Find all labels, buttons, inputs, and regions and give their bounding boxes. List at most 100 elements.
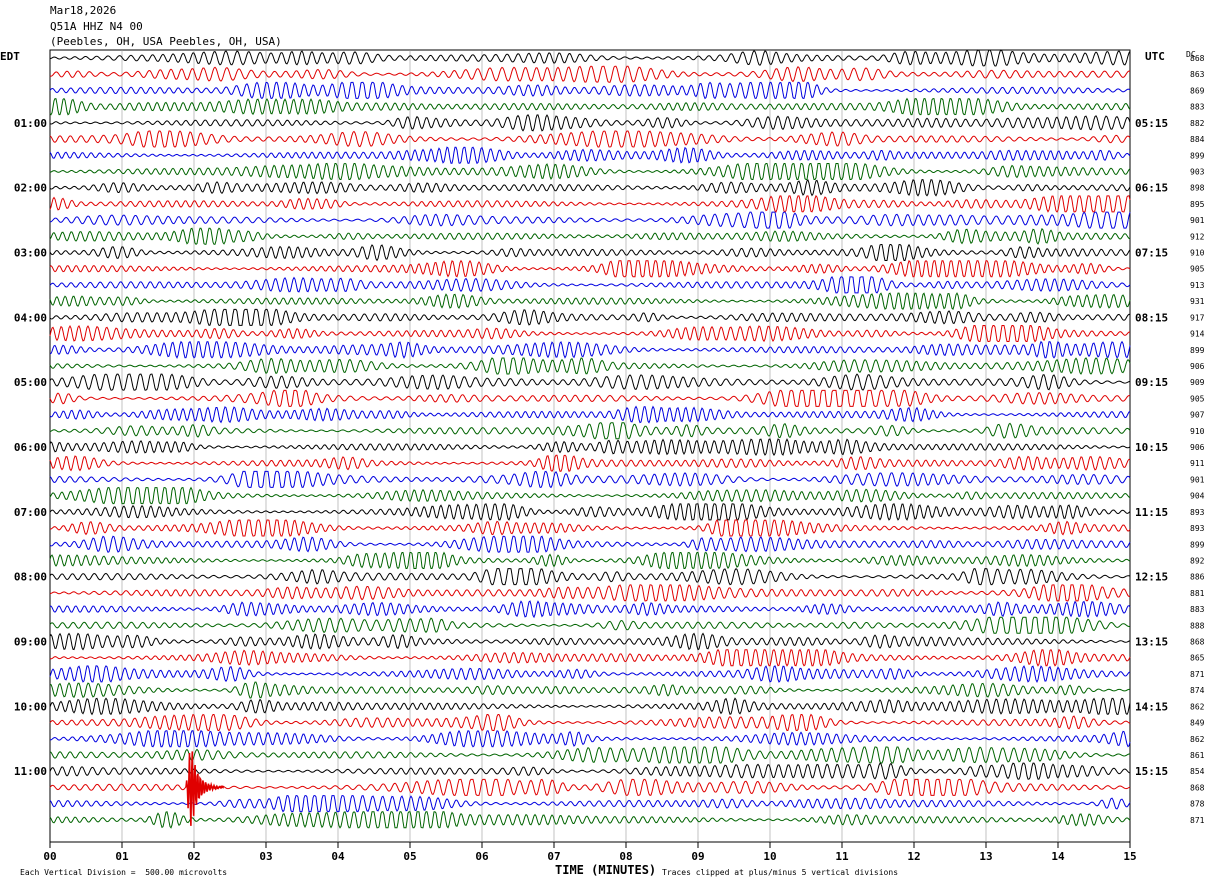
trace-line bbox=[49, 114, 1131, 132]
x-tick-label: 13 bbox=[979, 850, 992, 863]
dc-value: 871 bbox=[1190, 670, 1205, 679]
dc-value: 912 bbox=[1190, 232, 1205, 241]
dc-value: 899 bbox=[1190, 151, 1205, 160]
x-tick-label: 05 bbox=[403, 850, 416, 863]
x-tick-label: 00 bbox=[43, 850, 56, 863]
x-tick-label: 06 bbox=[475, 850, 489, 863]
trace-line bbox=[49, 729, 1131, 748]
trace-line bbox=[49, 600, 1131, 619]
header-location: (Peebles, OH, USA Peebles, OH, USA) bbox=[50, 35, 282, 48]
dc-value: 882 bbox=[1190, 119, 1205, 128]
x-tick-label: 03 bbox=[259, 850, 272, 863]
right-hour-label: 07:15 bbox=[1135, 247, 1168, 260]
trace-line bbox=[49, 373, 1131, 391]
trace-line bbox=[49, 146, 1131, 165]
trace-line bbox=[49, 470, 1131, 489]
dc-value: 861 bbox=[1190, 751, 1205, 760]
dc-value: 903 bbox=[1190, 167, 1205, 176]
left-zone-label: EDT bbox=[0, 50, 20, 63]
dc-value: 901 bbox=[1190, 216, 1205, 225]
right-hour-label: 09:15 bbox=[1135, 376, 1168, 389]
dc-value: 869 bbox=[1190, 86, 1205, 95]
trace-line bbox=[49, 697, 1131, 716]
dc-value: 878 bbox=[1190, 800, 1205, 809]
x-tick-label: 12 bbox=[907, 850, 920, 863]
dc-value: 865 bbox=[1190, 654, 1205, 663]
left-hour-label: 03:00 bbox=[14, 247, 47, 260]
dc-value: 910 bbox=[1190, 249, 1205, 258]
dc-value: 917 bbox=[1190, 313, 1205, 322]
dc-value: 868 bbox=[1190, 638, 1205, 647]
trace-line bbox=[49, 324, 1131, 343]
dc-value: 904 bbox=[1190, 492, 1205, 501]
event-spike bbox=[185, 751, 224, 826]
trace-line bbox=[49, 49, 1131, 67]
x-tick-label: 15 bbox=[1123, 850, 1136, 863]
trace-line bbox=[49, 243, 1131, 262]
dc-value: 884 bbox=[1190, 135, 1205, 144]
right-hour-label: 08:15 bbox=[1135, 311, 1168, 324]
dc-value: 901 bbox=[1190, 475, 1205, 484]
x-tick-label: 09 bbox=[691, 850, 704, 863]
trace-line bbox=[49, 227, 1131, 245]
trace-line bbox=[49, 276, 1131, 294]
right-hour-label: 15:15 bbox=[1135, 765, 1168, 778]
trace-line bbox=[49, 308, 1131, 326]
right-hour-label: 14:15 bbox=[1135, 700, 1168, 713]
right-hour-label: 06:15 bbox=[1135, 182, 1168, 195]
x-tick-label: 10 bbox=[763, 850, 776, 863]
dc-value: 914 bbox=[1190, 330, 1205, 339]
dc-value: 871 bbox=[1190, 816, 1205, 825]
x-axis-title: TIME (MINUTES) bbox=[555, 863, 657, 877]
left-hour-label: 11:00 bbox=[14, 765, 47, 778]
trace-line bbox=[49, 713, 1131, 732]
dc-value: 898 bbox=[1190, 184, 1205, 193]
dc-value: 883 bbox=[1190, 103, 1205, 112]
dc-value: 892 bbox=[1190, 556, 1205, 565]
dc-value: 899 bbox=[1190, 540, 1205, 549]
left-hour-label: 01:00 bbox=[14, 117, 47, 130]
trace-line bbox=[49, 422, 1131, 440]
trace-line bbox=[49, 454, 1131, 472]
dc-label: DC bbox=[1186, 50, 1196, 59]
header-date: Mar18,2026 bbox=[50, 4, 117, 17]
left-hour-label: 09:00 bbox=[14, 636, 47, 649]
trace-line bbox=[49, 681, 1131, 699]
x-tick-label: 08 bbox=[619, 850, 632, 863]
dc-value: 905 bbox=[1190, 265, 1205, 274]
trace-line bbox=[49, 535, 1131, 554]
left-hour-label: 04:00 bbox=[14, 311, 47, 324]
trace-line bbox=[49, 292, 1131, 310]
trace-line bbox=[49, 194, 1131, 213]
trace-line bbox=[49, 357, 1131, 375]
dc-value: 893 bbox=[1190, 508, 1205, 517]
trace-line bbox=[49, 340, 1131, 359]
dc-value: 895 bbox=[1190, 200, 1205, 209]
x-tick-label: 07 bbox=[547, 850, 560, 863]
dc-value: 881 bbox=[1190, 589, 1205, 598]
trace-line bbox=[49, 97, 1131, 116]
trace-line bbox=[49, 567, 1131, 586]
x-tick-label: 14 bbox=[1051, 850, 1065, 863]
dc-value: 883 bbox=[1190, 605, 1205, 614]
dc-value: 906 bbox=[1190, 443, 1205, 452]
trace-line bbox=[49, 211, 1131, 229]
trace-line bbox=[49, 81, 1131, 100]
left-hour-label: 07:00 bbox=[14, 506, 47, 519]
trace-line bbox=[49, 502, 1131, 521]
trace-line bbox=[49, 648, 1131, 667]
left-hour-label: 08:00 bbox=[14, 571, 47, 584]
trace-line bbox=[49, 259, 1131, 278]
trace-line bbox=[49, 162, 1131, 181]
trace-line bbox=[49, 665, 1131, 683]
dc-value: 874 bbox=[1190, 686, 1205, 695]
right-hour-label: 10:15 bbox=[1135, 441, 1168, 454]
trace-line bbox=[49, 519, 1131, 537]
dc-value: 862 bbox=[1190, 735, 1205, 744]
x-tick-label: 04 bbox=[331, 850, 345, 863]
dc-value: 931 bbox=[1190, 297, 1205, 306]
right-hour-label: 13:15 bbox=[1135, 636, 1168, 649]
trace-line bbox=[49, 811, 1131, 829]
dc-value: 849 bbox=[1190, 719, 1205, 728]
